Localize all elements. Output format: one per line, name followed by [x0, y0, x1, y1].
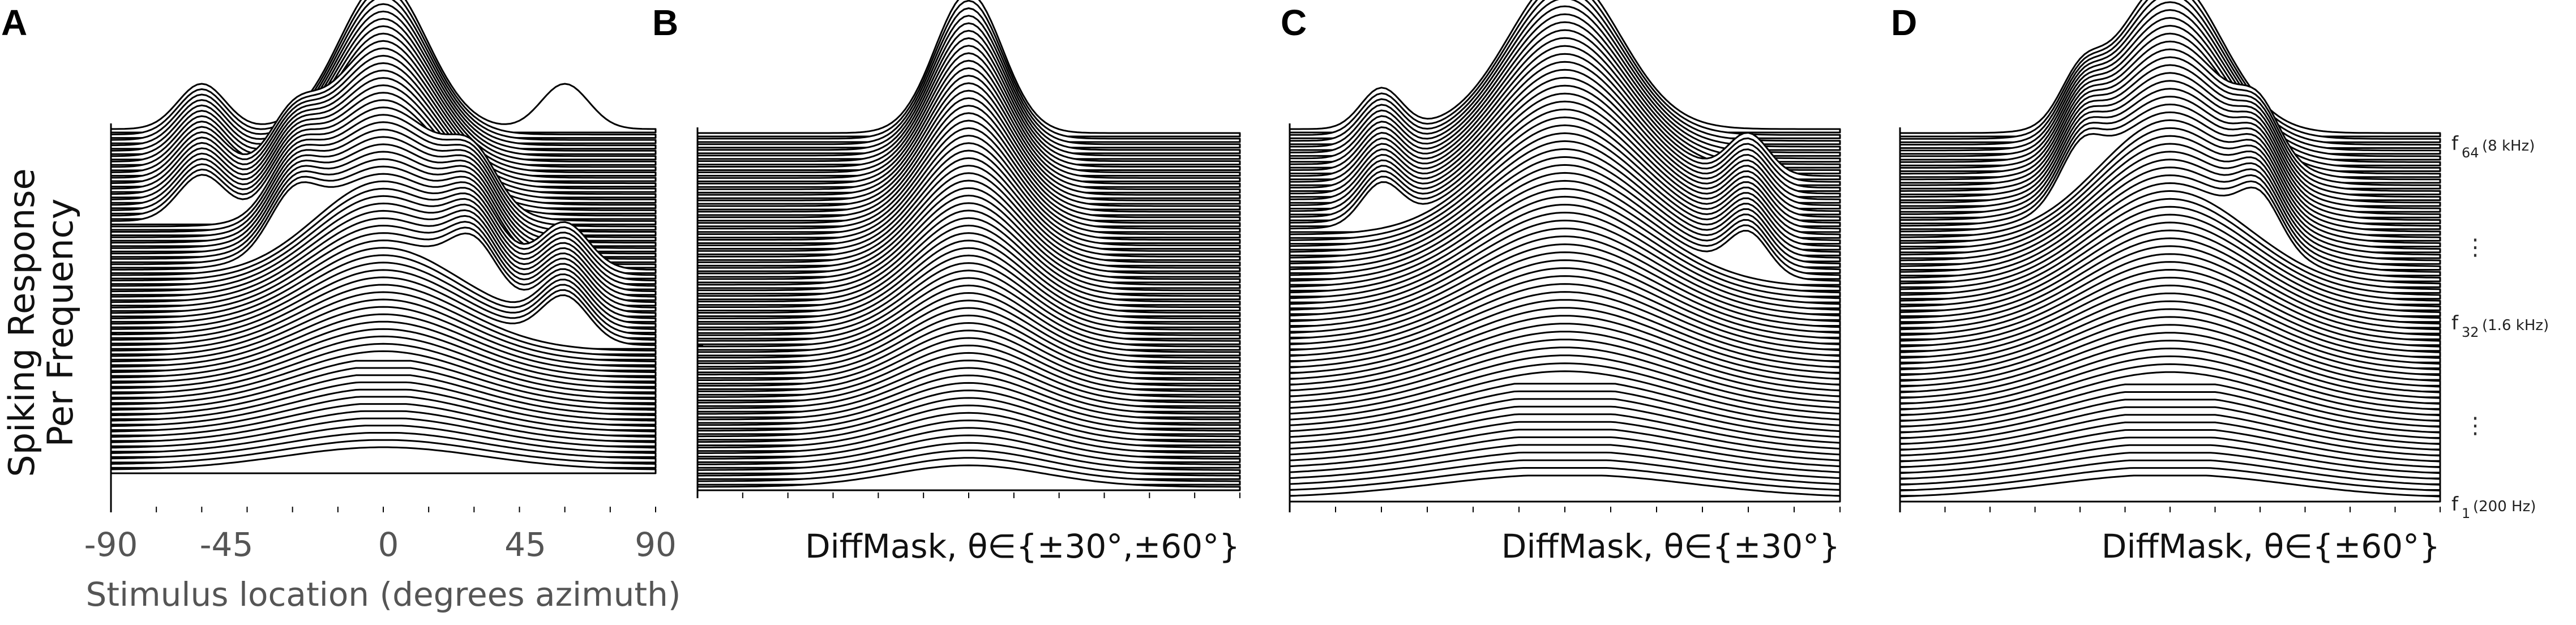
x-tick-label: 0 [378, 525, 399, 564]
ellipsis-lower: ⋮ [2464, 413, 2487, 439]
freq-label-hz: (1.6 kHz) [2482, 317, 2549, 334]
freq-label-hz: (200 Hz) [2473, 498, 2536, 515]
freq-label-f: f [2451, 493, 2459, 516]
panel-letter-b: B [652, 2, 678, 43]
x-tick-label: 90 [635, 525, 677, 564]
x-tick-label: -90 [84, 525, 138, 564]
panel-d-caption: DiffMask, θ∈{±60°} [2102, 527, 2440, 566]
x-axis-title: Stimulus location (degrees azimuth) [85, 575, 681, 614]
y-axis-label: Spiking Response Per Frequency [1, 168, 81, 477]
freq-label-hz: (8 kHz) [2482, 138, 2535, 155]
panel-b-chart [696, 0, 1241, 498]
x-tick-label: 45 [504, 525, 546, 564]
channel-trace [1899, 474, 2441, 503]
frequency-label-bottom: f 1 (200 Hz) [2451, 493, 2536, 521]
y-axis-label-line1: Spiking Response [1, 168, 42, 477]
panel-a-chart [110, 0, 657, 512]
y-axis-label-line2: Per Frequency [40, 199, 81, 447]
panel-c-chart [1289, 0, 1841, 512]
x-tick-label: -45 [200, 525, 254, 564]
freq-label-f: f [2451, 132, 2459, 155]
panel-letter-d: D [1891, 2, 1917, 43]
panel-letter-a: A [1, 2, 27, 43]
panel-letter-c: C [1281, 2, 1307, 43]
channel-trace [1289, 474, 1841, 503]
panel-d-chart [1899, 0, 2441, 512]
frequency-label-top: f 64 (8 kHz) [2451, 132, 2535, 161]
panel-b-caption: DiffMask, θ∈{±30°,±60°} [805, 527, 1240, 566]
freq-label-index: 1 [2462, 506, 2470, 521]
freq-label-index: 64 [2462, 145, 2479, 161]
freq-label-f: f [2451, 312, 2459, 335]
channel-trace [696, 464, 1241, 491]
frequency-label-middle: f 32 (1.6 kHz) [2451, 312, 2549, 340]
ellipsis-upper: ⋮ [2464, 234, 2487, 260]
freq-label-index: 32 [2462, 324, 2479, 340]
channel-trace [110, 446, 657, 474]
panel-c-caption: DiffMask, θ∈{±30°} [1501, 527, 1840, 566]
